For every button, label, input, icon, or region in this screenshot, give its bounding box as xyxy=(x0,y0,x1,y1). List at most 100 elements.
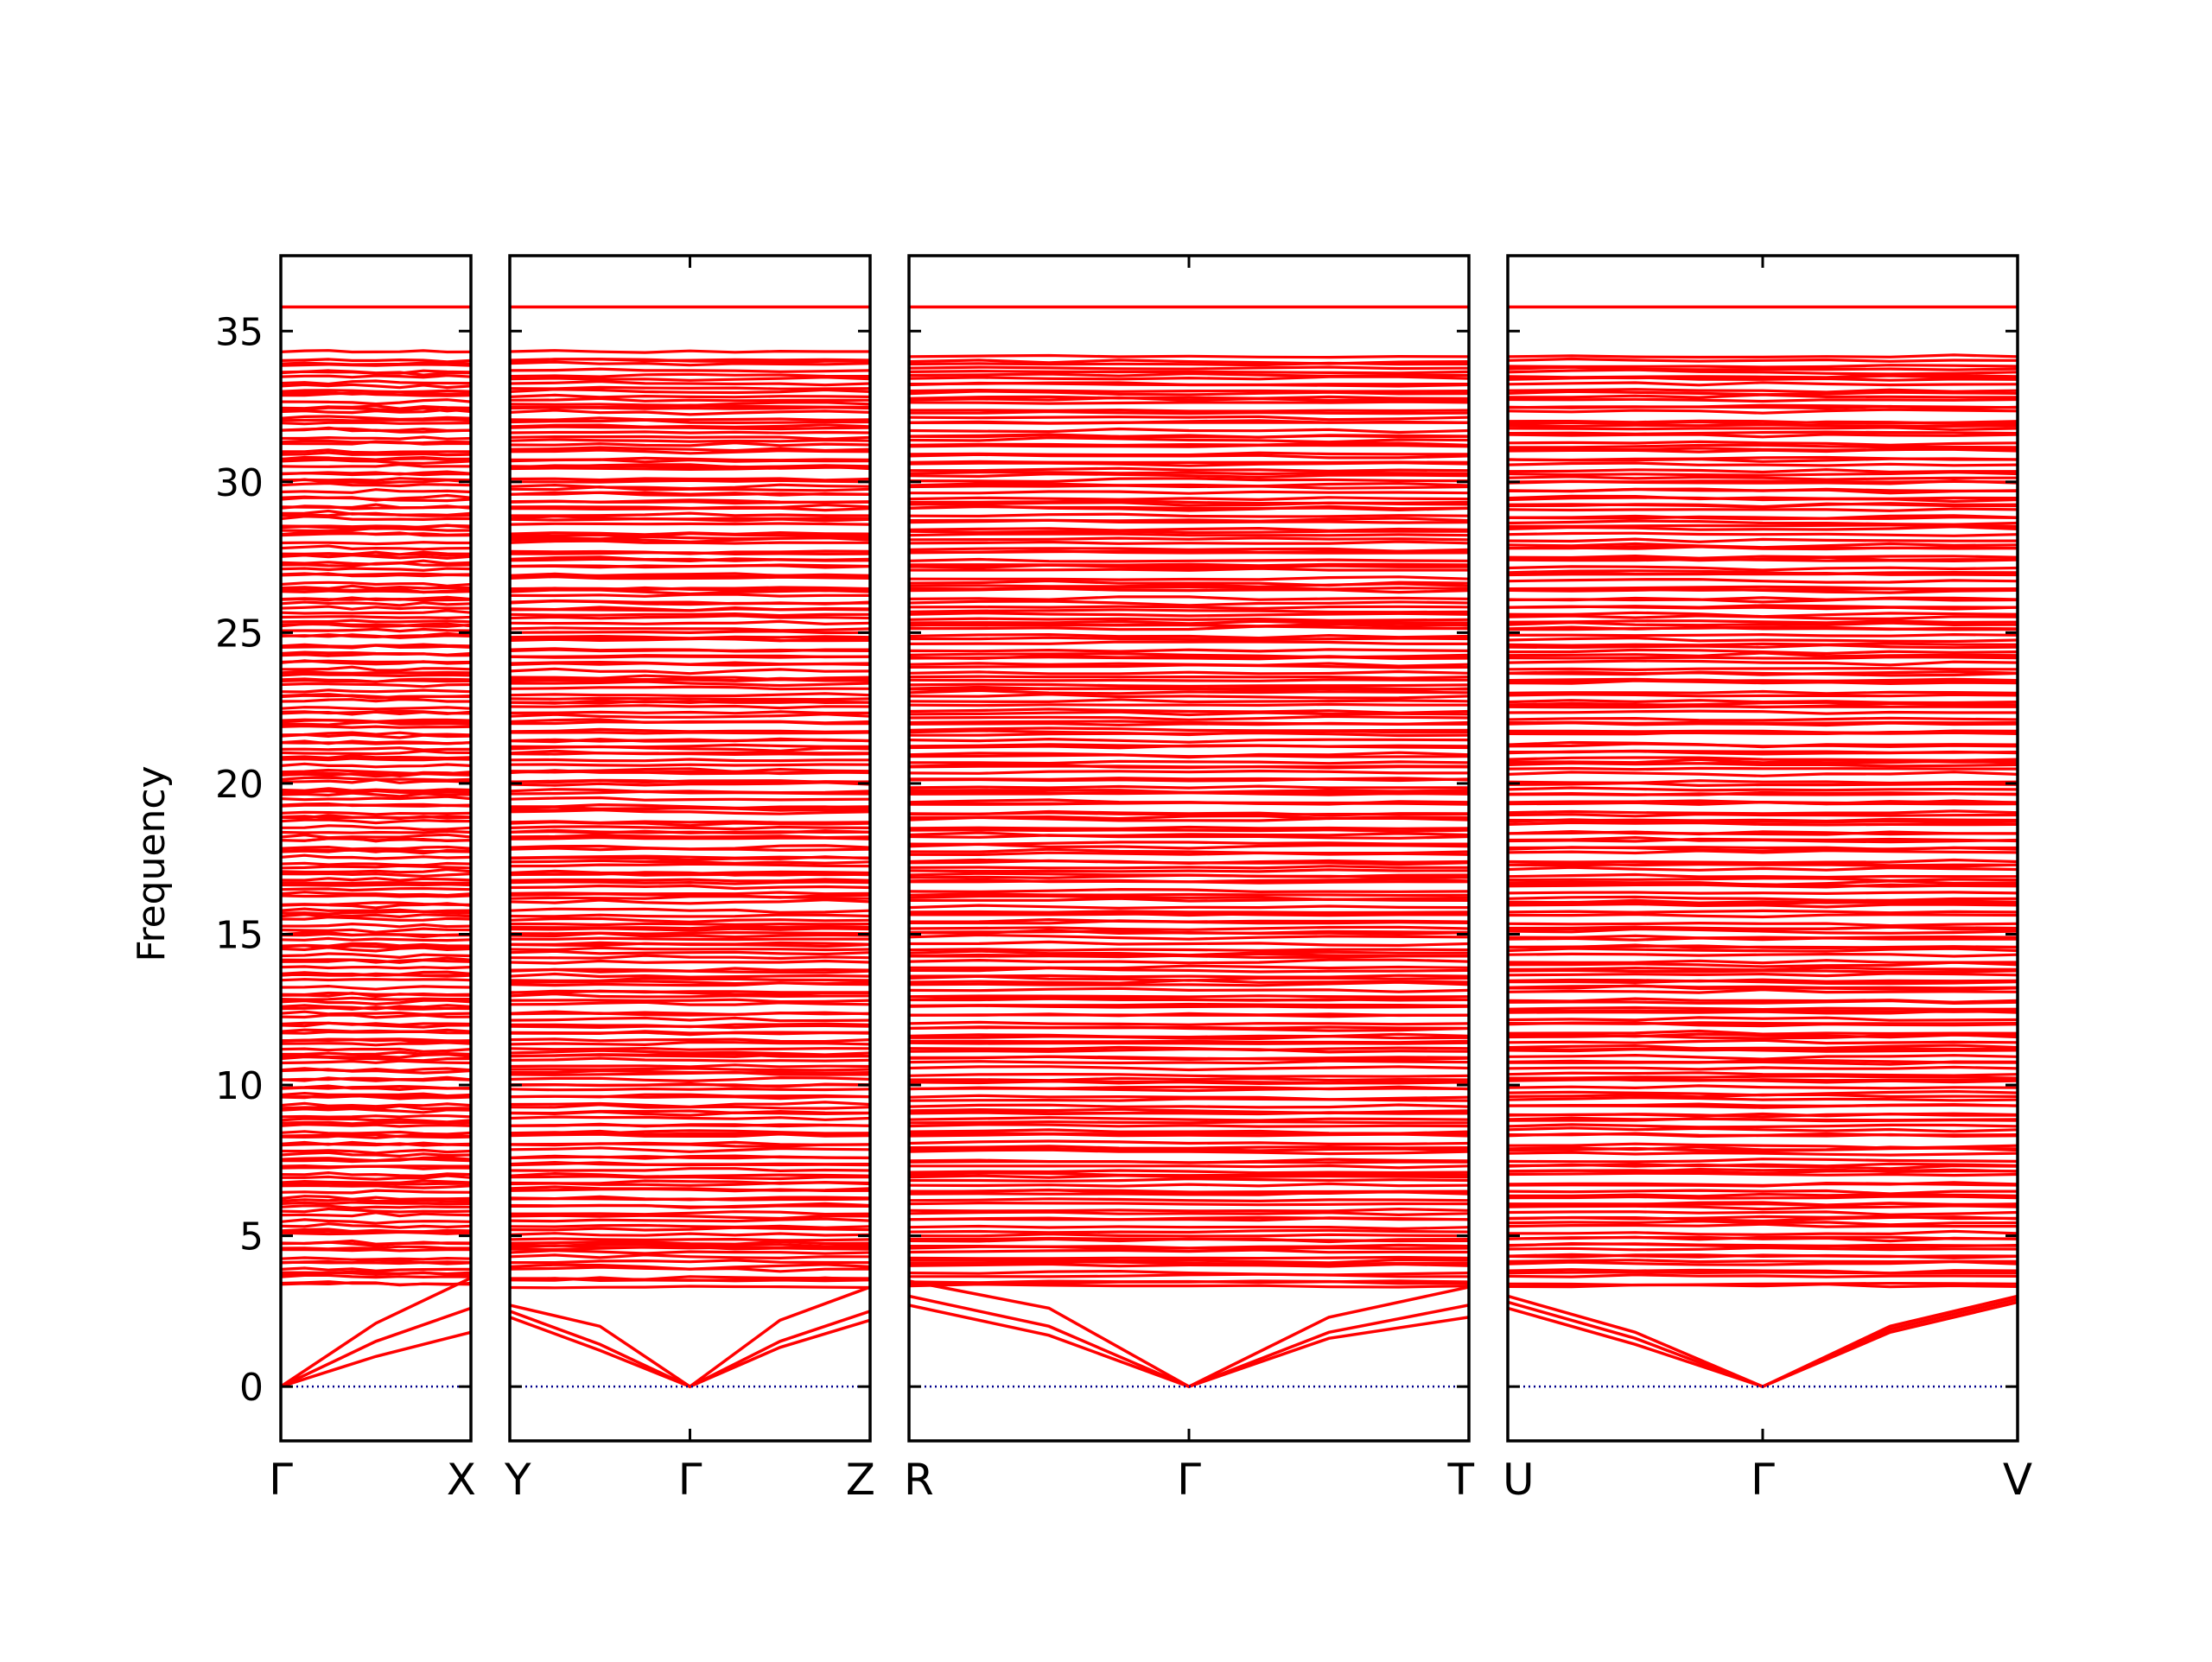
band-line xyxy=(510,1210,870,1216)
band-line xyxy=(281,881,471,885)
band-line xyxy=(909,996,1469,1002)
band-line xyxy=(1508,565,2018,572)
band-line xyxy=(510,829,870,834)
y-tick-label: 10 xyxy=(215,1064,264,1108)
band-line xyxy=(510,769,870,776)
band-line xyxy=(281,795,471,802)
band-line xyxy=(909,461,1469,467)
band-line xyxy=(281,829,471,834)
band-line xyxy=(909,409,1469,416)
x-tick-label: R xyxy=(904,1455,934,1505)
band-line xyxy=(909,1076,1469,1082)
band-line xyxy=(510,1217,870,1223)
acoustic-branch xyxy=(281,1276,471,1388)
band-line xyxy=(909,714,1469,721)
band-line xyxy=(510,913,870,918)
band-line xyxy=(909,1228,1469,1234)
band-line xyxy=(281,421,471,426)
band-line xyxy=(909,892,1469,898)
band-line xyxy=(510,907,870,915)
band-line xyxy=(1508,397,2018,403)
band-line xyxy=(909,1164,1469,1170)
band-line xyxy=(909,1103,1469,1109)
band-line xyxy=(1508,621,2018,627)
band-line xyxy=(281,1222,471,1229)
band-line xyxy=(1508,1181,2018,1188)
band-line xyxy=(1508,756,2018,763)
band-line xyxy=(510,648,870,653)
band-line xyxy=(281,349,471,354)
x-tick-label: X xyxy=(447,1455,476,1505)
band-line xyxy=(281,749,471,756)
band-line xyxy=(1508,866,2018,872)
y-tick-label: 0 xyxy=(239,1366,264,1410)
band-line xyxy=(281,1270,471,1276)
band-line xyxy=(281,1201,471,1206)
band-line xyxy=(281,741,471,745)
band-line xyxy=(281,389,471,394)
band-line xyxy=(510,1046,870,1051)
band-line xyxy=(1508,1195,2018,1200)
band-line xyxy=(1508,848,2018,855)
band-line xyxy=(1508,430,2018,435)
band-line xyxy=(1508,1123,2018,1129)
band-line xyxy=(281,580,471,587)
band-line xyxy=(909,678,1469,682)
band-line xyxy=(1508,596,2018,602)
acoustic-branch xyxy=(909,1294,1469,1389)
band-line xyxy=(510,396,870,403)
band-line xyxy=(1508,900,2018,906)
band-line xyxy=(510,1146,870,1153)
band-line xyxy=(281,418,471,422)
band-line xyxy=(909,1107,1469,1115)
y-tick-label: 30 xyxy=(215,461,264,505)
band-line xyxy=(1508,1132,2018,1138)
band-line xyxy=(281,810,471,816)
band-line xyxy=(281,999,471,1005)
band-line xyxy=(1508,479,2018,484)
band-line xyxy=(281,1158,471,1164)
band-line xyxy=(281,439,471,445)
band-line xyxy=(510,1259,870,1265)
band-line xyxy=(510,349,870,354)
band-line xyxy=(281,754,471,760)
band-line xyxy=(909,504,1469,512)
band-line xyxy=(281,853,471,860)
band-line xyxy=(281,872,471,879)
band-line xyxy=(1508,569,2018,575)
band-line xyxy=(281,1245,471,1251)
band-line xyxy=(281,600,471,607)
y-tick-label: 20 xyxy=(215,763,264,807)
band-line xyxy=(1508,1281,2018,1287)
band-line xyxy=(909,353,1469,359)
band-line xyxy=(909,910,1469,915)
band-line xyxy=(1508,648,2018,656)
band-line xyxy=(281,589,471,594)
band-line xyxy=(909,814,1469,821)
band-line xyxy=(510,692,870,698)
band-line xyxy=(1508,1189,2018,1196)
band-line xyxy=(510,992,870,999)
band-line xyxy=(909,925,1469,931)
band-line xyxy=(510,1275,870,1281)
band-line xyxy=(1508,1215,2018,1221)
band-line xyxy=(281,1005,471,1011)
band-line xyxy=(1508,1059,2018,1066)
band-line xyxy=(510,1167,870,1173)
band-line xyxy=(909,1065,1469,1072)
band-line xyxy=(281,390,471,396)
band-line xyxy=(510,1237,870,1242)
band-line xyxy=(909,958,1469,965)
band-line xyxy=(281,584,471,591)
band-line xyxy=(510,778,870,784)
band-line xyxy=(909,530,1469,535)
band-line xyxy=(1508,872,2018,879)
band-line xyxy=(1508,1204,2018,1211)
band-line xyxy=(909,858,1469,866)
band-line xyxy=(1508,912,2018,919)
band-line xyxy=(510,358,870,365)
band-line xyxy=(909,669,1469,676)
acoustic-branch xyxy=(1508,1294,2018,1389)
band-line xyxy=(281,682,471,688)
band-line xyxy=(281,814,471,821)
